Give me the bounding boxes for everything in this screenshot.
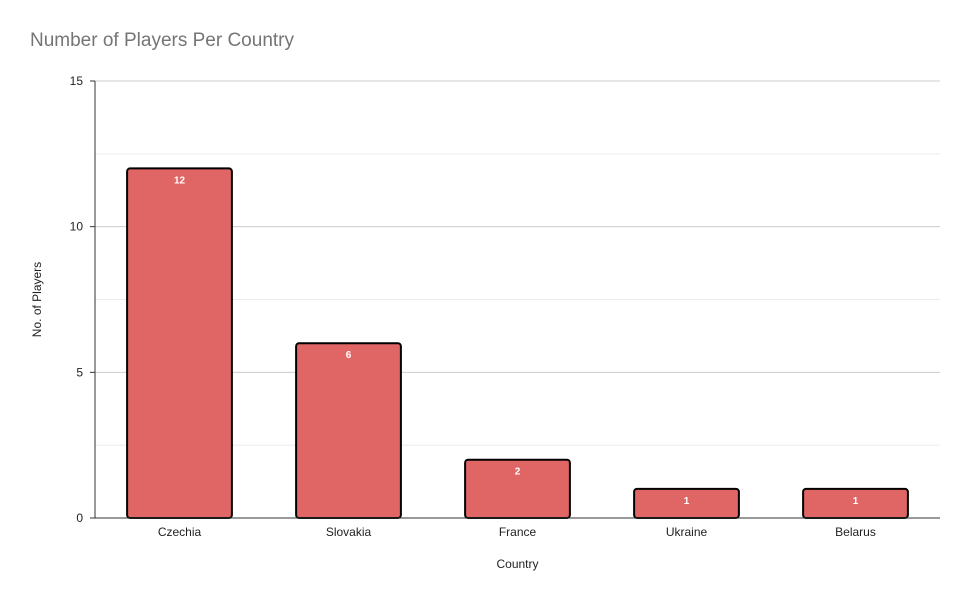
- data-label: 12: [174, 175, 186, 186]
- x-tick-label: Slovakia: [326, 525, 372, 539]
- chart-title: Number of Players Per Country: [30, 30, 294, 51]
- data-label: 1: [684, 496, 690, 507]
- x-tick-label: Ukraine: [666, 525, 708, 539]
- axes-layer: [90, 81, 940, 519]
- y-tick-label: 10: [70, 220, 84, 234]
- grid-layer: [95, 80, 940, 446]
- y-tick-label: 0: [76, 511, 83, 525]
- y-tick-label: 5: [76, 365, 83, 379]
- y-tick-label: 15: [70, 74, 84, 88]
- x-tick-label: Czechia: [158, 525, 202, 539]
- labels-layer: 0 5 10 15 12 Czechia 6 Slovakia 2 France 1 Ukraine 1…: [70, 74, 876, 539]
- bar: [295, 342, 402, 520]
- data-label: 1: [853, 496, 859, 507]
- x-tick-label: Belarus: [835, 525, 876, 539]
- data-label: 2: [515, 467, 521, 478]
- bars-layer: [126, 167, 909, 520]
- data-label: 6: [346, 350, 352, 361]
- y-axis-title: No. of Players: [30, 262, 44, 337]
- x-axis-title: Country: [496, 557, 538, 571]
- bar: [126, 167, 233, 519]
- x-tick-label: France: [499, 525, 537, 539]
